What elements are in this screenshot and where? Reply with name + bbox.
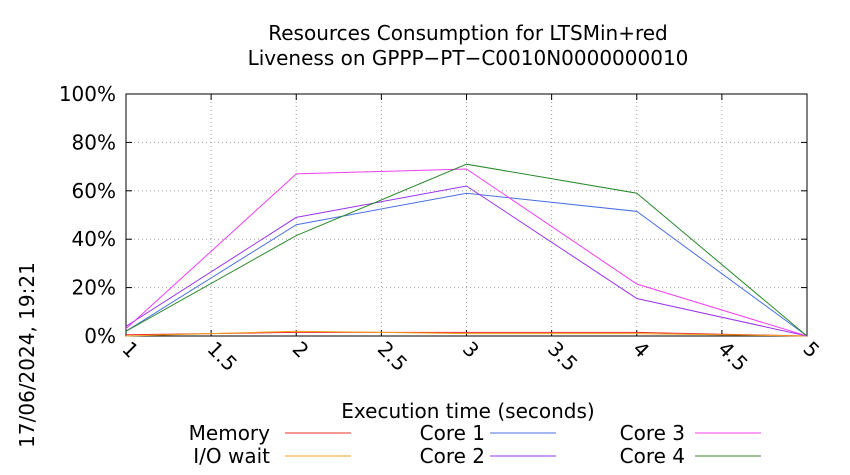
y-tick-label: 0% — [84, 324, 116, 348]
legend-item: Core 2 — [420, 444, 556, 468]
legend-item: Memory — [189, 421, 351, 445]
y-tick-label: 80% — [72, 130, 116, 154]
timestamp-label: 17/06/2024, 19:21 — [15, 262, 39, 448]
legend-label: Core 2 — [420, 444, 485, 468]
legend-label: Core 4 — [620, 444, 685, 468]
legend-label: I/O wait — [193, 444, 270, 468]
chart-subtitle: Liveness on GPPP−PT−C0010N0000000010 — [248, 46, 689, 70]
legend-item: I/O wait — [193, 444, 351, 468]
series-line-core-1 — [125, 192, 808, 337]
x-axis-label: Execution time (seconds) — [341, 399, 594, 423]
series-line-core-2 — [125, 185, 808, 337]
legend-item: Core 1 — [420, 421, 556, 445]
y-axis: 0% 20% 40% 60% 80% 100% — [59, 82, 807, 348]
y-tick-label: 60% — [72, 179, 116, 203]
series-lines — [125, 163, 808, 337]
grid — [126, 94, 807, 336]
legend-label: Core 3 — [620, 421, 685, 445]
legend-label: Memory — [189, 421, 271, 445]
legend-item: Core 3 — [620, 421, 761, 445]
chart-title: Resources Consumption for LTSMin+red — [268, 21, 668, 45]
legend-item: Core 4 — [620, 444, 761, 468]
y-tick-label: 40% — [72, 227, 116, 251]
y-tick-label: 20% — [72, 276, 116, 300]
legend-label: Core 1 — [420, 421, 485, 445]
series-line-core-3 — [125, 168, 808, 337]
y-tick-label: 100% — [59, 82, 116, 106]
series-line-core-4 — [125, 163, 808, 337]
series-line-i-o-wait — [125, 330, 808, 337]
